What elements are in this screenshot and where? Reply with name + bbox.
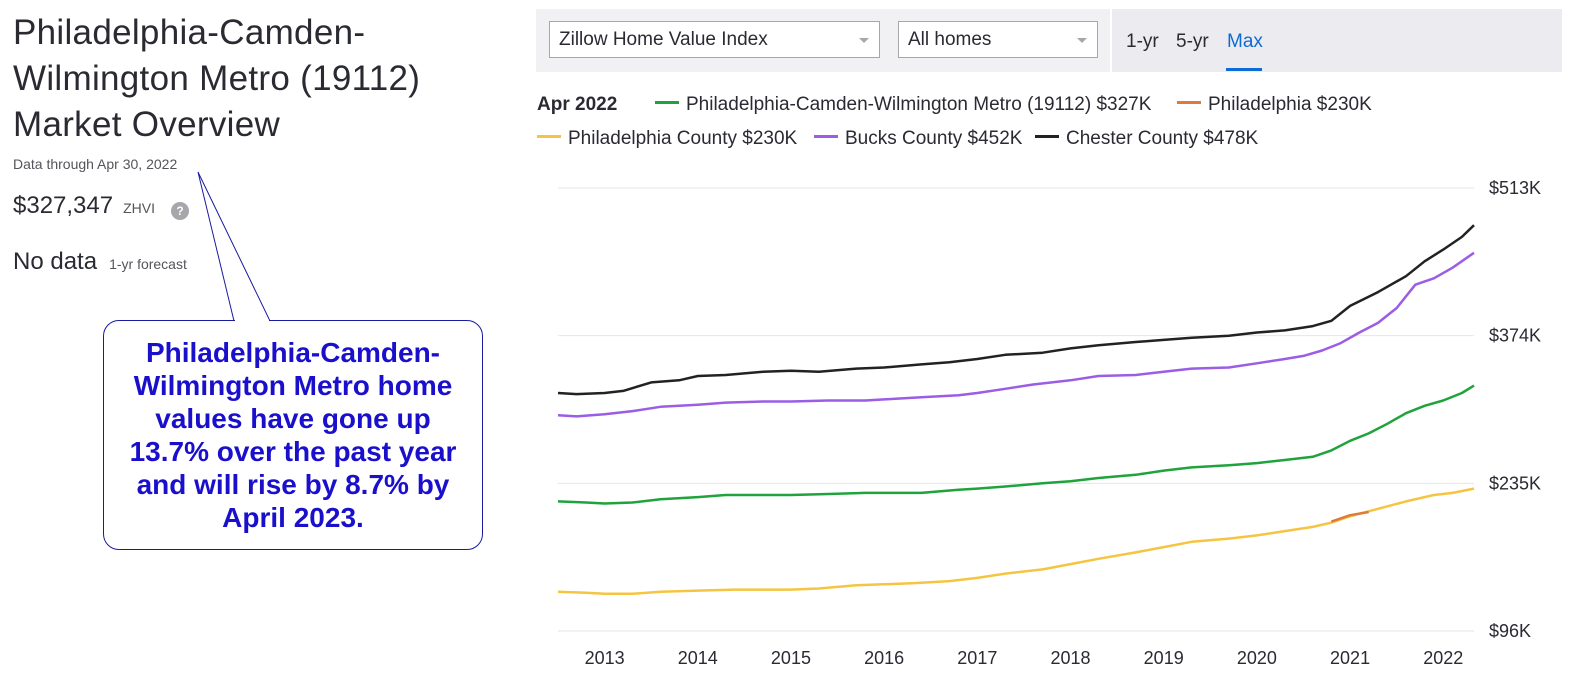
chart-toolbar: Zillow Home Value Index All homes 1-yr 5…	[536, 9, 1562, 72]
data-through-date: Data through Apr 30, 2022	[13, 156, 178, 172]
y-tick-label: $235K	[1489, 473, 1541, 493]
legend-swatch	[537, 135, 561, 139]
forecast-value: No data	[13, 248, 98, 275]
legend-item-philadelphia-county[interactable]: Philadelphia County $230K	[537, 128, 797, 150]
legend-swatch	[1035, 135, 1059, 139]
x-tick-label: 2014	[678, 648, 718, 668]
series-line-bucks-county[interactable]	[557, 251, 1475, 418]
metric-select[interactable]: Zillow Home Value Index	[549, 21, 880, 58]
x-tick-label: 2015	[771, 648, 811, 668]
legend-label: Bucks County $452K	[845, 128, 1023, 149]
active-range-indicator	[1226, 68, 1262, 71]
legend-item-bucks-county[interactable]: Bucks County $452K	[814, 128, 1022, 150]
range-max-button[interactable]: Max	[1227, 31, 1263, 52]
x-tick-label: 2019	[1144, 648, 1184, 668]
zhvi-summary: $327,347 ZHVI ?	[13, 192, 483, 220]
y-tick-label: $513K	[1489, 178, 1541, 198]
legend-swatch	[814, 135, 838, 139]
x-tick-label: 2017	[957, 648, 997, 668]
page-title: Philadelphia-Camden-Wilmington Metro (19…	[13, 13, 421, 144]
annotation-callout: Philadelphia-Camden-Wilmington Metro hom…	[103, 320, 483, 550]
legend-swatch	[1177, 101, 1201, 105]
chevron-down-icon	[1077, 38, 1087, 43]
series-line-philadelphia-county[interactable]	[557, 487, 1475, 596]
x-tick-label: 2018	[1050, 648, 1090, 668]
y-tick-label: $374K	[1489, 326, 1541, 346]
market-overview-panel: Philadelphia-Camden-Wilmington Metro (19…	[13, 10, 483, 276]
y-tick-label: $96K	[1489, 621, 1531, 641]
series-line-philadelphia-camden-wilmington-metro-19112[interactable]	[557, 384, 1475, 505]
x-tick-label: 2020	[1237, 648, 1277, 668]
range-tabs: 1-yr 5-yr Max	[1110, 9, 1562, 72]
legend-item-metro[interactable]: Philadelphia-Camden-Wilmington Metro (19…	[655, 94, 1151, 116]
range-1yr-button[interactable]: 1-yr	[1126, 31, 1159, 52]
zhvi-value: $327,347	[13, 192, 114, 219]
metric-select-value: Zillow Home Value Index	[559, 29, 768, 50]
legend-item-chester-county[interactable]: Chester County $478K	[1035, 128, 1258, 150]
zhvi-label: ZHVI	[123, 200, 155, 216]
legend-date: Apr 2022	[537, 94, 618, 115]
home-type-select[interactable]: All homes	[898, 21, 1098, 58]
x-tick-label: 2016	[864, 648, 904, 668]
x-tick-label: 2013	[585, 648, 625, 668]
forecast-label: 1-yr forecast	[109, 256, 187, 272]
legend-item-philadelphia[interactable]: Philadelphia $230K	[1177, 94, 1372, 116]
range-5yr-button[interactable]: 5-yr	[1176, 31, 1209, 52]
legend-label: Philadelphia $230K	[1208, 94, 1372, 115]
series-line-philadelphia[interactable]	[1330, 510, 1369, 523]
home-value-line-chart[interactable]: $513K $374K $235K $96K 2013 2014 2015 2016 2017 2…	[536, 170, 1566, 685]
home-type-select-value: All homes	[908, 29, 992, 50]
legend-label: Philadelphia County $230K	[568, 128, 798, 149]
help-icon[interactable]: ?	[171, 202, 189, 220]
callout-text: Philadelphia-Camden-Wilmington Metro hom…	[129, 337, 457, 533]
legend-label: Chester County $478K	[1066, 128, 1259, 149]
x-tick-label: 2022	[1423, 648, 1463, 668]
forecast-summary: No data 1-yr forecast	[13, 248, 483, 276]
series-line-chester-county[interactable]	[557, 224, 1475, 396]
legend-swatch	[655, 101, 679, 105]
x-tick-label: 2021	[1330, 648, 1370, 668]
legend-label: Philadelphia-Camden-Wilmington Metro (19…	[686, 94, 1152, 115]
chevron-down-icon	[859, 38, 869, 43]
